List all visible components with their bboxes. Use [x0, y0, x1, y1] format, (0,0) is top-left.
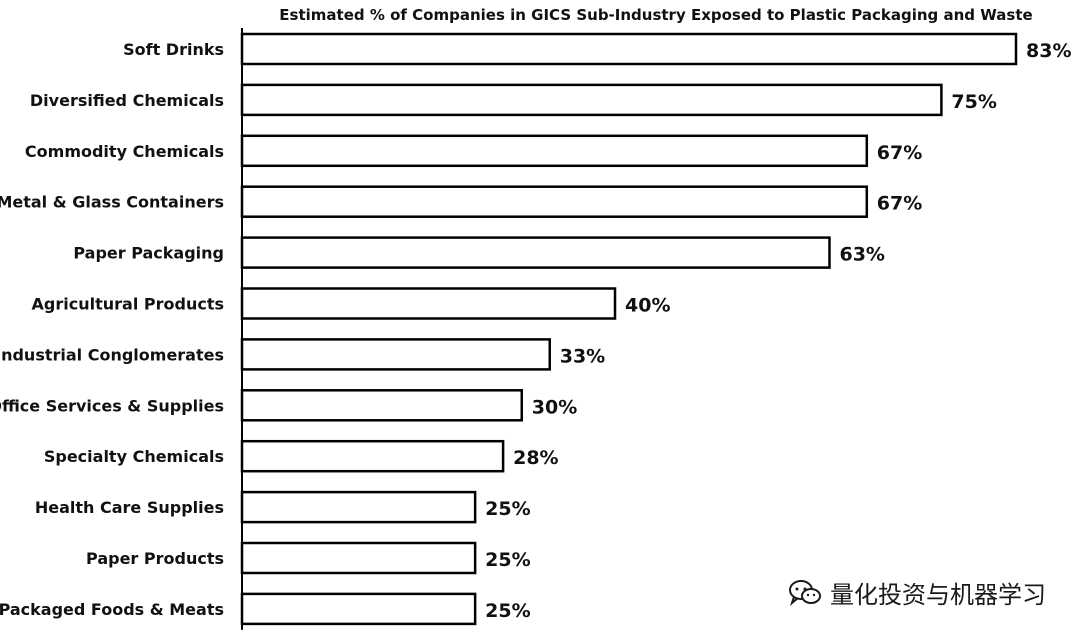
value-label: 75%	[951, 91, 996, 113]
value-label: 67%	[877, 142, 922, 164]
watermark: 量化投资与机器学习	[788, 575, 1046, 610]
value-label: 33%	[560, 345, 605, 367]
bar	[240, 541, 477, 575]
category-label: Office Services & Supplies	[0, 396, 224, 415]
bar	[240, 83, 943, 117]
watermark-text: 量化投资与机器学习	[830, 581, 1046, 609]
category-label: Diversified Chemicals	[30, 91, 224, 110]
value-label: 67%	[877, 193, 922, 215]
category-label: Industrial Conglomerates	[0, 345, 224, 364]
category-label: Commodity Chemicals	[25, 142, 224, 161]
bar	[240, 592, 477, 626]
value-label: 25%	[485, 549, 530, 571]
value-label: 63%	[839, 244, 884, 266]
value-label: 25%	[485, 498, 530, 520]
value-label: 83%	[1026, 40, 1071, 62]
bar	[240, 490, 477, 524]
bar	[240, 439, 505, 473]
value-label: 30%	[532, 396, 577, 418]
chart-title: Estimated % of Companies in GICS Sub-Ind…	[279, 6, 1033, 24]
category-label: Metal & Glass Containers	[0, 193, 224, 212]
bar	[240, 32, 1018, 66]
category-label: Paper Products	[86, 549, 224, 568]
bar	[240, 236, 831, 269]
category-label: Paper Packaging	[73, 244, 224, 263]
wechat-icon	[789, 579, 821, 606]
value-label: 25%	[485, 600, 530, 622]
category-label: Packaged Foods & Meats	[0, 600, 224, 619]
value-label: 28%	[513, 447, 558, 469]
bar	[240, 134, 869, 168]
category-label: Health Care Supplies	[35, 498, 224, 517]
value-label: 40%	[625, 295, 670, 317]
bar	[240, 338, 551, 371]
bar	[240, 287, 617, 320]
category-label: Soft Drinks	[123, 40, 224, 59]
category-label: Agricultural Products	[32, 295, 224, 314]
bar	[240, 185, 869, 218]
bar	[240, 389, 524, 422]
category-label: Specialty Chemicals	[44, 447, 224, 466]
